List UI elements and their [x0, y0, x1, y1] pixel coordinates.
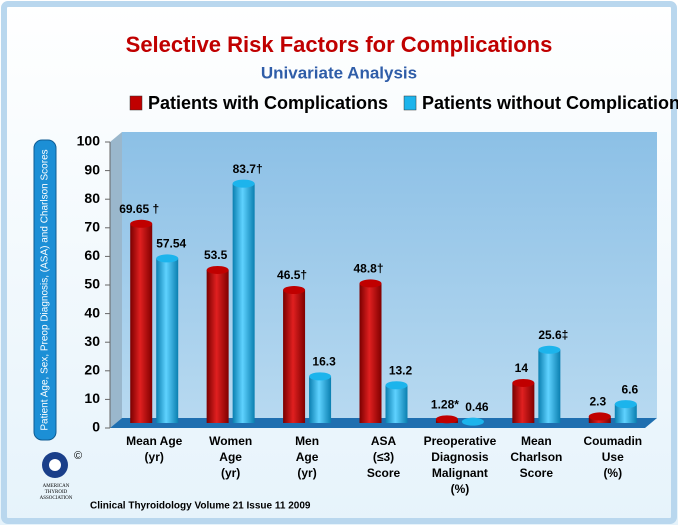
- x-tick-label: Score: [520, 466, 554, 480]
- x-tick-label: Diagnosis: [431, 450, 489, 464]
- y-axis-label-box: Patient Age, Sex, Preop Diagnosis, (ASA)…: [33, 139, 57, 441]
- x-tick-label: (%): [603, 466, 622, 480]
- bar: [206, 269, 229, 423]
- legend-swatch: [129, 95, 143, 111]
- data-label: 0.46: [465, 400, 489, 414]
- logo-inner: [49, 459, 61, 471]
- bar: [512, 382, 535, 423]
- footer: Clinical Thyroidology Volume 21 Issue 11…: [90, 501, 311, 512]
- y-axis-label-bg: [33, 139, 57, 441]
- bar-top: [538, 345, 561, 354]
- logo: © AMERICAN THYROID ASSOCIATION: [40, 450, 83, 501]
- bar-top: [588, 412, 611, 421]
- bar: [309, 376, 332, 423]
- y-tick-label: 40: [84, 304, 100, 320]
- bar-top: [359, 279, 382, 288]
- y-tick-label: 0: [92, 419, 100, 435]
- x-tick-label: Coumadin: [583, 434, 642, 448]
- bar-top: [614, 400, 637, 409]
- logo-mark: ©: [74, 450, 82, 462]
- x-tick-label: (yr): [297, 466, 316, 480]
- bar-top: [461, 417, 484, 426]
- data-label: 16.3: [312, 355, 336, 369]
- y-tick-label: 100: [77, 133, 101, 149]
- x-tick-label: Score: [367, 466, 401, 480]
- bar: [232, 183, 255, 423]
- bar-top: [156, 254, 179, 263]
- bar: [538, 349, 561, 423]
- x-tick-label: Age: [219, 450, 242, 464]
- chart-title: Selective Risk Factors for Complications: [126, 32, 553, 57]
- data-label: 6.6: [621, 382, 638, 396]
- data-label: 1.28*: [431, 398, 459, 412]
- bar-top: [309, 372, 332, 381]
- bar-top: [512, 378, 535, 387]
- floor: [110, 418, 657, 428]
- bar: [359, 283, 382, 423]
- y-tick-label: 90: [84, 161, 100, 177]
- data-label: 48.8†: [353, 262, 383, 276]
- y-tick-label: 10: [84, 390, 100, 406]
- x-tick-label: (yr): [221, 466, 240, 480]
- data-label: 69.65 †: [119, 202, 159, 216]
- logo-text: THYROID: [45, 490, 68, 495]
- data-label: 53.5: [204, 248, 228, 262]
- y-tick-label: 20: [84, 362, 100, 378]
- x-tick-label: Age: [296, 450, 319, 464]
- x-tick-label: Preoperative: [424, 434, 497, 448]
- bar-top: [435, 415, 458, 424]
- x-tick-label: (yr): [145, 450, 164, 464]
- y-tick-label: 60: [84, 247, 100, 263]
- x-tick-label: ASA: [371, 434, 397, 448]
- x-tick-label: Malignant: [432, 466, 488, 480]
- bar-top: [385, 381, 408, 390]
- bar: [385, 385, 408, 423]
- bar-top: [283, 286, 306, 295]
- data-label: 14: [515, 361, 529, 375]
- bar-top: [130, 219, 153, 228]
- x-tick-label: Mean Age: [126, 434, 183, 448]
- x-tick-label: (≤3): [373, 450, 394, 464]
- bar: [614, 404, 637, 423]
- x-tick-label: Use: [602, 450, 624, 464]
- bar-top: [206, 265, 229, 274]
- data-label: 83.7†: [233, 162, 263, 176]
- data-label: 46.5†: [277, 268, 307, 282]
- side-wall: [110, 132, 122, 428]
- logo-text: AMERICAN: [43, 484, 70, 489]
- data-label: 25.6‡: [538, 328, 568, 342]
- y-tick-label: 80: [84, 190, 100, 206]
- bar-top: [232, 179, 255, 188]
- chart-subtitle: Univariate Analysis: [261, 63, 417, 82]
- x-tick-label: Women: [209, 434, 252, 448]
- y-tick-label: 30: [84, 333, 100, 349]
- legend-label: Patients without Complications: [422, 93, 678, 113]
- data-label: 2.3: [589, 395, 606, 409]
- x-tick-label: Mean: [521, 434, 552, 448]
- x-tick-label: Men: [295, 434, 319, 448]
- bar: [130, 223, 153, 423]
- legend-label: Patients with Complications: [148, 93, 388, 113]
- x-tick-label: (%): [451, 482, 470, 496]
- logo-text: ASSOCIATION: [40, 496, 73, 501]
- data-label: 57.54: [156, 237, 186, 251]
- bar: [156, 258, 179, 423]
- bar: [283, 290, 306, 423]
- x-tick-label: Charlson: [510, 450, 562, 464]
- y-tick-label: 70: [84, 219, 100, 235]
- y-tick-label: 50: [84, 276, 100, 292]
- data-label: 13.2: [389, 363, 413, 377]
- y-axis-label: Patient Age, Sex, Preop Diagnosis, (ASA)…: [40, 149, 51, 430]
- legend-swatch: [403, 95, 417, 111]
